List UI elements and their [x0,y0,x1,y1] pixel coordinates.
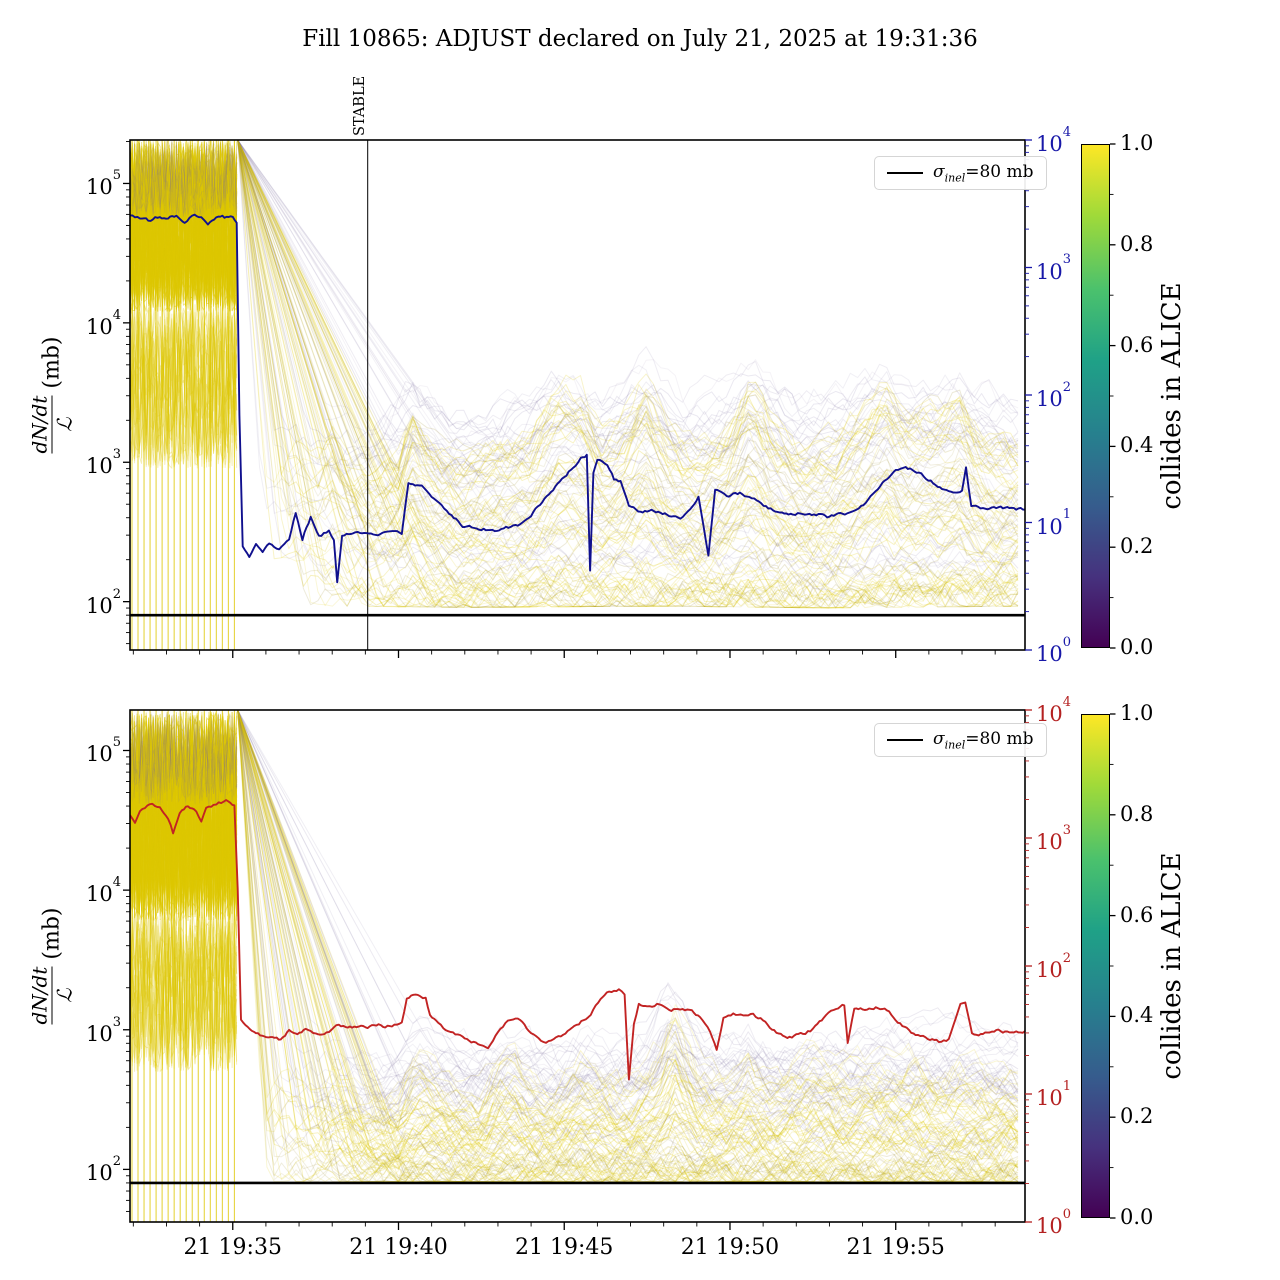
colorbar-tick-label: 1.0 [1120,701,1154,725]
ylabel-numerator: dN/dt [27,966,52,1025]
legend-top: σinel=80 mb [874,156,1047,190]
colorbar-label-top: collides in ALICE [1157,282,1187,510]
colorbar-tick-label: 0.0 [1120,635,1154,659]
y-left-tick-label: 104 [85,307,121,339]
ylabel-denominator: ℒ [52,988,77,1003]
colorbar-tick-label: 0.2 [1120,534,1154,559]
main-line-bottom [130,799,1025,1081]
colorbar-tick-label: 0.4 [1120,1003,1154,1028]
y-right-tick-label: 100 [1036,634,1072,666]
colorbar-tick-label: 0.4 [1120,433,1154,458]
sigma-value: =80 mb [965,728,1034,749]
y-left-tick-label: 103 [85,1014,121,1046]
legend-label: σinel=80 mb [933,162,1034,184]
sigma-symbol: σ [933,161,945,182]
y-left-tick-label: 103 [85,447,121,479]
y-right-tick-label: 103 [1036,822,1072,854]
x-tick-label: 21 19:55 [846,1235,945,1260]
ylabel-denominator: ℒ [52,417,77,432]
colorbar-tick-label: 0.0 [1120,1205,1154,1229]
plot-traces-bottom [130,710,1025,1222]
colorbar-top [1081,144,1110,648]
x-tick-label: 21 19:35 [183,1235,282,1260]
colorbar-tick-label: 0.8 [1120,231,1154,256]
plot-traces-top [130,140,1025,650]
y-axis-label-top: dN/dt ℒ (mb) [27,336,77,454]
y-right-tick-label: 101 [1036,1078,1072,1110]
ylabel-numerator: dN/dt [27,395,52,454]
ylabel-unit: (mb) [39,907,65,960]
colorbar-tick-label: 0.6 [1120,332,1154,357]
y-left-tick-label: 102 [85,1154,121,1186]
x-tick-label: 21 19:50 [680,1235,780,1260]
x-tick-label: 21 19:45 [515,1235,614,1260]
y-right-tick-label: 102 [1036,950,1072,982]
legend-line-sample [887,739,923,741]
axis-ticks-bottom [123,709,1032,1230]
sigma-subscript: inel [944,738,966,752]
y-right-tick-label: 102 [1036,379,1072,411]
y-left-tick-label: 105 [85,735,121,767]
sigma-value: =80 mb [965,161,1034,182]
colorbar-tick-label: 0.6 [1120,902,1154,927]
colorbar-tick-label: 0.8 [1120,801,1154,826]
colorbar-tick-label: 0.2 [1120,1104,1154,1129]
colorbar-bottom [1081,714,1110,1218]
y-right-tick-label: 104 [1036,124,1072,156]
sigma-subscript: inel [944,171,966,185]
y-right-tick-label: 101 [1036,507,1072,539]
sigma-symbol: σ [933,728,945,749]
y-axis-label-bottom: dN/dt ℒ (mb) [27,907,77,1025]
y-left-tick-label: 102 [85,586,121,618]
ylabel-fraction: dN/dt ℒ [27,395,77,454]
y-right-tick-label: 100 [1036,1206,1072,1238]
axis-ticks-top [123,139,1032,658]
legend-label: σinel=80 mb [933,729,1034,751]
colorbar-label-bottom: collides in ALICE [1157,852,1187,1080]
main-line-top [130,213,1025,584]
y-right-tick-label: 104 [1036,694,1072,726]
ylabel-unit: (mb) [39,336,65,389]
stable-annotation: STABLE [352,75,368,136]
legend-line-sample [887,172,923,174]
y-left-tick-label: 104 [85,874,121,907]
y-left-tick-label: 105 [85,168,121,200]
x-tick-label: 21 19:40 [349,1235,448,1260]
colorbar-tick-label: 1.0 [1120,131,1154,155]
figure-title: Fill 10865: ADJUST declared on July 21, … [302,26,978,52]
legend-bottom: σinel=80 mb [874,723,1047,757]
y-right-tick-label: 103 [1036,252,1072,284]
